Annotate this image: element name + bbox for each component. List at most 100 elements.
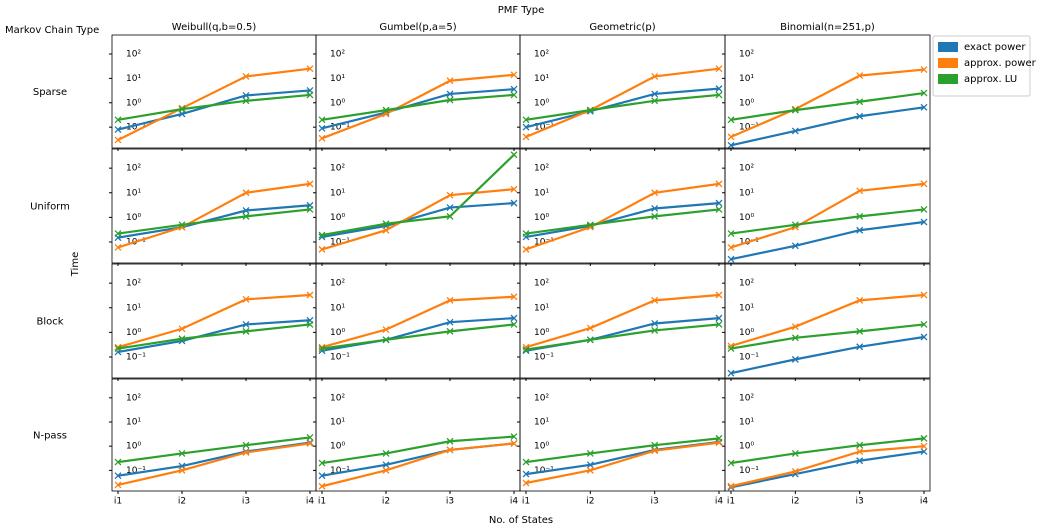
series-line bbox=[730, 437, 925, 465]
point-marker bbox=[318, 245, 326, 253]
point-marker bbox=[446, 212, 454, 220]
point-marker bbox=[586, 106, 594, 114]
point-marker bbox=[318, 472, 326, 480]
series-line bbox=[730, 220, 925, 261]
point-marker bbox=[651, 189, 659, 197]
point-marker bbox=[510, 439, 518, 447]
x-tick-label: i3 bbox=[651, 497, 659, 507]
y-tick-label: 10² bbox=[739, 49, 754, 59]
point-marker bbox=[318, 345, 326, 353]
y-tick-label: 10⁰ bbox=[739, 442, 754, 452]
series-line bbox=[730, 182, 925, 249]
legend-swatch bbox=[938, 74, 958, 84]
series-line bbox=[321, 93, 515, 121]
figure-title: PMF Type bbox=[498, 5, 545, 16]
row-label: Block bbox=[36, 317, 63, 328]
y-tick-label: 10¹ bbox=[126, 303, 141, 313]
point-marker bbox=[727, 482, 735, 490]
y-tick-label: 10⁰ bbox=[330, 213, 345, 223]
point-marker bbox=[178, 221, 186, 229]
y-tick-label: 10² bbox=[330, 49, 345, 59]
point-marker bbox=[920, 442, 928, 450]
point-marker bbox=[651, 90, 659, 98]
x-tick-label: i2 bbox=[791, 497, 799, 507]
y-tick-label: 10¹ bbox=[739, 188, 754, 198]
point-marker bbox=[727, 230, 735, 238]
y-tick-label: 10¹ bbox=[534, 74, 549, 84]
point-marker bbox=[446, 77, 454, 85]
y-axis-label: Time bbox=[70, 252, 81, 277]
panel-frame bbox=[724, 378, 931, 492]
series-line bbox=[730, 450, 925, 489]
series-line bbox=[321, 295, 515, 349]
series-line bbox=[525, 293, 720, 349]
x-tick-label: i3 bbox=[242, 497, 250, 507]
series-line bbox=[321, 317, 515, 352]
point-marker bbox=[522, 479, 530, 487]
series-line bbox=[117, 93, 311, 121]
point-marker bbox=[651, 296, 659, 304]
x-tick-label: i2 bbox=[178, 497, 186, 507]
point-marker bbox=[715, 291, 723, 299]
point-marker bbox=[791, 242, 799, 250]
point-marker bbox=[446, 96, 454, 104]
column-title: Binomial(n=251,p) bbox=[780, 22, 875, 33]
point-marker bbox=[715, 199, 723, 207]
point-marker bbox=[856, 296, 864, 304]
point-marker bbox=[856, 98, 864, 106]
y-tick-label: 10⁰ bbox=[126, 442, 141, 452]
column-title: Weibull(q,b=0.5) bbox=[172, 22, 257, 33]
row-header: Markov Chain Type bbox=[5, 25, 99, 36]
series-line bbox=[730, 445, 925, 488]
point-marker bbox=[791, 127, 799, 135]
legend-label: exact power bbox=[964, 42, 1026, 53]
point-marker bbox=[727, 459, 735, 467]
y-tick-label: 10⁰ bbox=[330, 442, 345, 452]
point-marker bbox=[242, 295, 250, 303]
point-marker bbox=[382, 226, 390, 234]
legend-label: approx. power bbox=[964, 58, 1037, 69]
point-marker bbox=[318, 459, 326, 467]
panel-frame bbox=[724, 263, 931, 379]
point-marker bbox=[651, 326, 659, 334]
y-tick-label: 10¹ bbox=[330, 417, 345, 427]
y-tick-label: 10² bbox=[126, 164, 141, 174]
y-tick-label: 10⁰ bbox=[739, 98, 754, 108]
point-marker bbox=[856, 112, 864, 120]
series-line bbox=[117, 182, 311, 249]
y-tick-label: 10¹ bbox=[739, 303, 754, 313]
y-tick-label: 10² bbox=[739, 164, 754, 174]
point-marker bbox=[510, 433, 518, 441]
x-tick-label: i3 bbox=[856, 497, 864, 507]
point-marker bbox=[920, 205, 928, 213]
point-marker bbox=[856, 448, 864, 455]
y-tick-label: 10¹ bbox=[330, 303, 345, 313]
y-tick-label: 10² bbox=[534, 164, 549, 174]
point-marker bbox=[114, 136, 122, 144]
point-marker bbox=[382, 449, 390, 457]
point-marker bbox=[791, 323, 799, 331]
y-tick-label: 10¹ bbox=[126, 188, 141, 198]
point-marker bbox=[791, 449, 799, 457]
point-marker bbox=[856, 343, 864, 351]
point-marker bbox=[727, 116, 735, 124]
y-tick-label: 10² bbox=[330, 164, 345, 174]
series-line bbox=[117, 319, 311, 354]
point-marker bbox=[242, 441, 250, 449]
point-marker bbox=[242, 189, 250, 197]
column-title: Geometric(p) bbox=[589, 22, 655, 33]
point-marker bbox=[510, 293, 518, 301]
point-marker bbox=[114, 116, 122, 124]
point-marker bbox=[242, 207, 250, 214]
point-marker bbox=[306, 91, 314, 99]
y-tick-label: 10⁰ bbox=[534, 328, 549, 338]
point-marker bbox=[306, 180, 314, 188]
point-marker bbox=[306, 439, 314, 447]
point-marker bbox=[727, 133, 735, 141]
point-marker bbox=[382, 106, 390, 114]
y-tick-label: 10⁰ bbox=[534, 98, 549, 108]
y-tick-label: 10⁰ bbox=[330, 328, 345, 338]
series-line bbox=[117, 293, 311, 349]
x-tick-label: i3 bbox=[446, 497, 454, 507]
series-line bbox=[730, 208, 925, 235]
